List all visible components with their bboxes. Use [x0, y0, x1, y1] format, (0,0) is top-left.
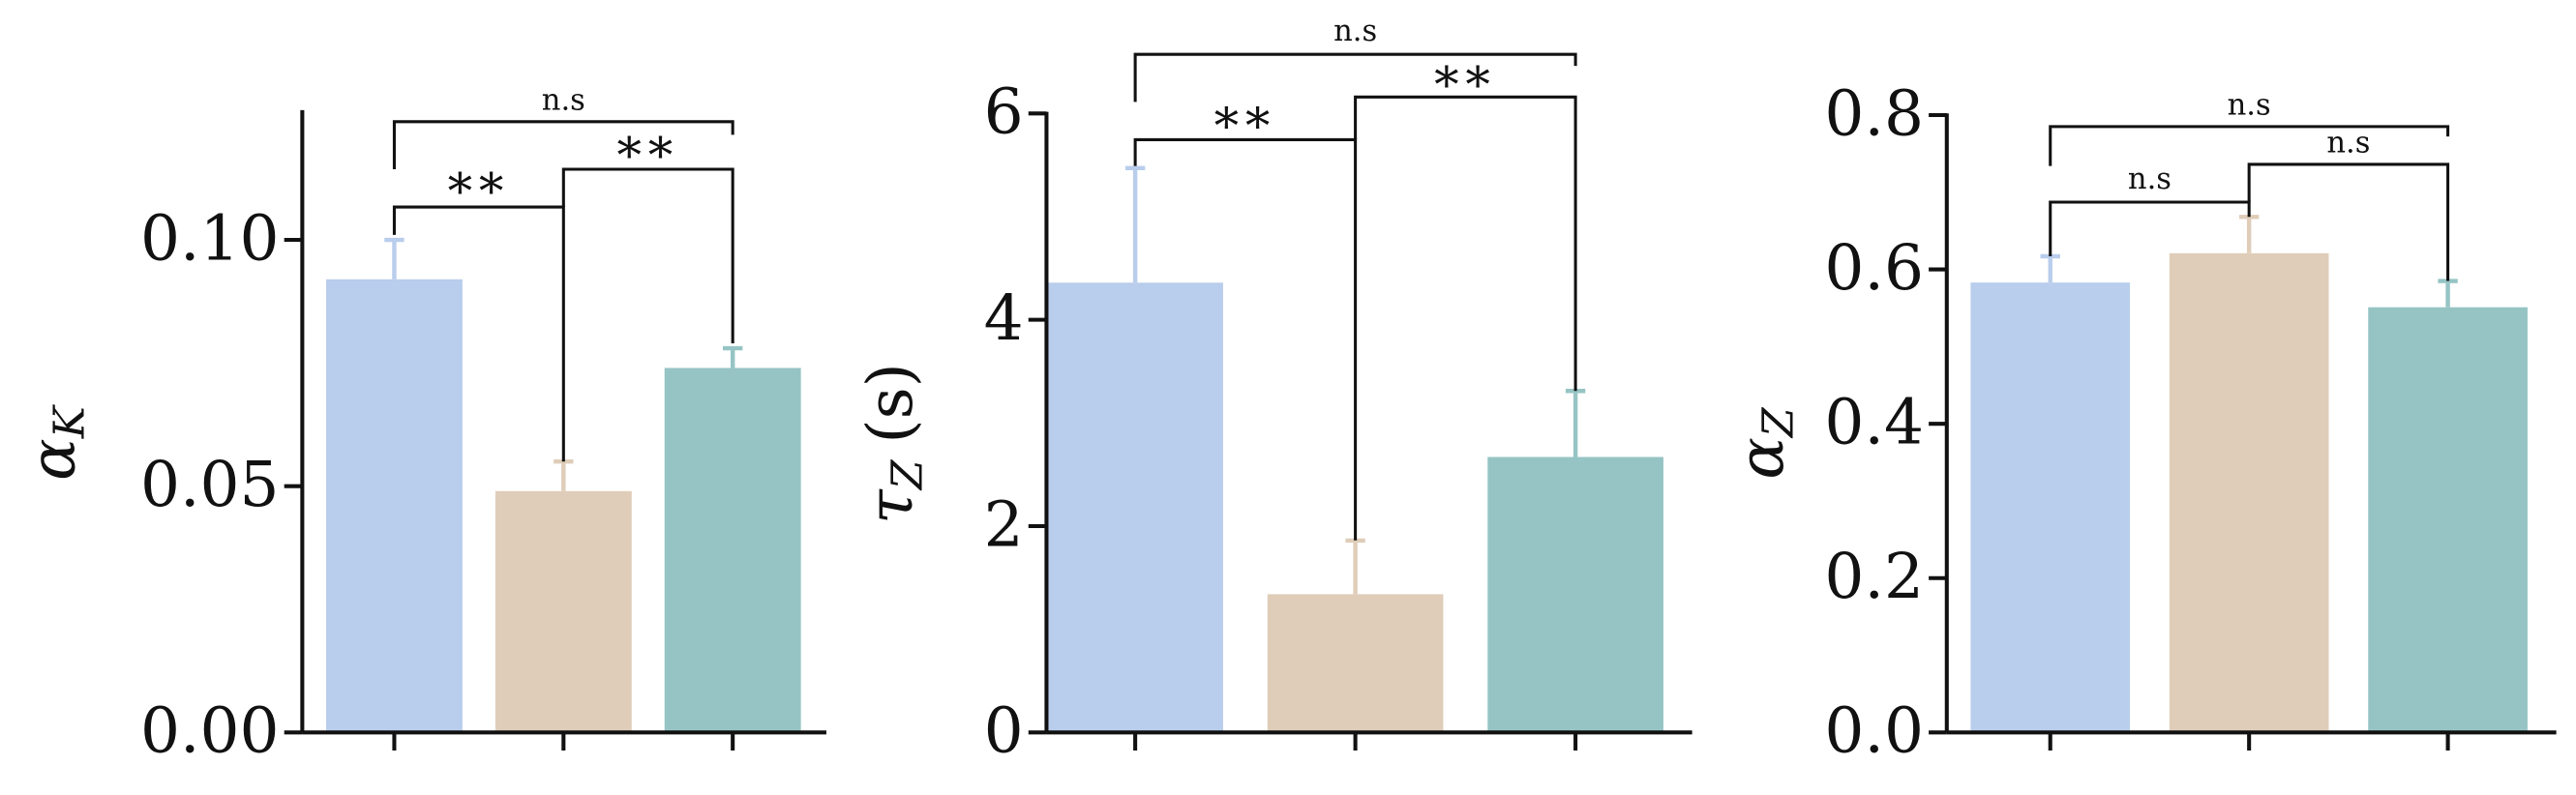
error-bar	[554, 459, 574, 491]
significance-label: n.s	[2326, 127, 2370, 161]
error-bar	[1345, 538, 1365, 595]
y-tick-label: 0.05	[140, 449, 280, 521]
error-bar	[722, 345, 743, 368]
y-tick-label: 6	[984, 76, 1024, 149]
label-symbol: α	[16, 438, 89, 481]
error-bar	[2040, 253, 2060, 283]
y-axis-label: τZ (s)	[854, 363, 932, 524]
bar	[494, 490, 632, 733]
y-axis-label: αK	[16, 403, 94, 481]
bar	[1970, 282, 2131, 733]
y-tick-label: 0.0	[1824, 695, 1924, 768]
label-subscript: Z	[883, 458, 932, 491]
label-symbol: τ	[854, 488, 927, 524]
label-subscript: K	[45, 403, 94, 439]
y-tick-label: 0	[984, 695, 1024, 768]
significance-bracket	[2049, 125, 2450, 166]
significance-label: n.s	[542, 83, 585, 117]
y-tick-label: 0.10	[140, 202, 280, 275]
bar	[325, 279, 463, 733]
error-bar	[2438, 279, 2458, 308]
error-bar	[384, 237, 404, 280]
significance-bracket	[2247, 162, 2450, 281]
label-symbol: α	[1725, 437, 1798, 480]
significance-bracket	[561, 167, 734, 343]
y-axis-label: αZ	[1725, 406, 1803, 480]
y-tick-label: 0.2	[1824, 541, 1924, 613]
significance-bracket	[392, 120, 734, 170]
significance-label: **	[448, 163, 511, 221]
significance-label: n.s	[2128, 162, 2172, 196]
bar	[664, 368, 801, 733]
y-tick-label: 2	[984, 488, 1024, 561]
significance-bracket	[2049, 200, 2251, 256]
bar	[1487, 456, 1663, 733]
y-tick-label: 0.4	[1824, 387, 1924, 459]
significance-label: **	[1434, 57, 1497, 114]
significance-bracket	[392, 205, 565, 462]
significance-bracket	[1133, 52, 1577, 103]
error-bar	[1565, 389, 1586, 457]
significance-label: **	[1214, 98, 1277, 155]
error-bar	[1124, 165, 1146, 283]
label-subscript: Z	[1753, 406, 1803, 439]
y-tick-label: 0.8	[1824, 77, 1924, 150]
y-tick-label: 0.6	[1824, 232, 1924, 305]
significance-label: **	[616, 128, 679, 185]
bar	[2169, 252, 2329, 733]
significance-bracket	[1133, 137, 1358, 541]
label-unit: (s)	[854, 363, 927, 443]
significance-bracket	[1354, 95, 1577, 392]
significance-label: n.s	[1333, 15, 1377, 48]
bar	[2368, 307, 2528, 733]
significance-label: n.s	[2228, 89, 2271, 123]
y-tick-label: 0.00	[140, 695, 280, 768]
bar	[1047, 282, 1223, 733]
error-bar	[2238, 215, 2260, 253]
y-tick-label: 4	[984, 282, 1024, 355]
bar	[1267, 594, 1444, 733]
